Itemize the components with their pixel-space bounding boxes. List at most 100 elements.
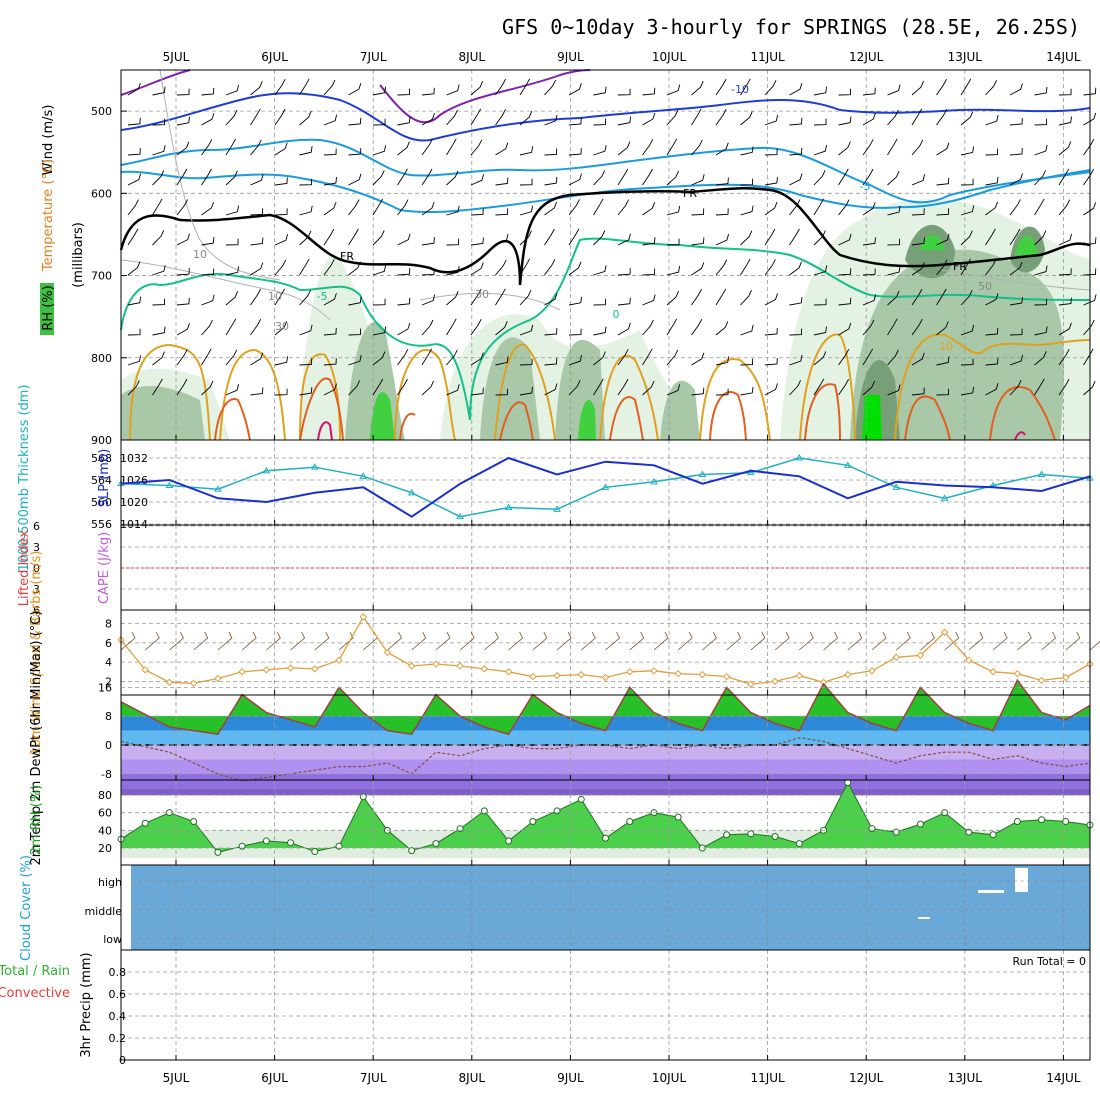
wind-barb — [985, 327, 999, 336]
wind-barb — [201, 113, 215, 126]
wind-barb — [666, 170, 680, 186]
wind-point — [262, 666, 271, 674]
wind-barb — [691, 387, 705, 396]
wind-barb — [201, 237, 215, 246]
wind-barb — [421, 168, 433, 186]
wind-barb — [960, 258, 971, 276]
wind-barb — [813, 230, 826, 246]
wind-barb — [960, 230, 973, 246]
wind-barb — [617, 268, 631, 276]
wind-barb — [911, 387, 925, 396]
rh-point — [432, 840, 440, 848]
wind-barb — [862, 87, 876, 96]
wind-barb — [740, 205, 754, 216]
wind-barb — [887, 238, 901, 246]
wind-barb — [985, 176, 999, 186]
wind-barb — [397, 199, 409, 216]
wind-barb — [201, 268, 215, 276]
wind-barb — [495, 108, 507, 126]
wind-barb — [936, 78, 947, 96]
rh2m-panel: 20 40 60 80 — [98, 779, 1094, 866]
wind-barb — [127, 328, 141, 336]
wind-barb — [593, 145, 607, 156]
wind-barb — [740, 230, 753, 246]
slp-ylabel: SLP (mb) — [97, 449, 112, 508]
wind-barb — [936, 108, 948, 126]
contour-label: -5 — [860, 180, 871, 193]
contour-label: 10 — [193, 248, 207, 261]
wind-barb — [397, 168, 408, 186]
wind-barb — [421, 87, 435, 96]
wind-barb — [127, 82, 141, 96]
wind-barb — [348, 355, 362, 366]
wind-barb — [764, 176, 778, 186]
rh-point — [602, 834, 609, 842]
wind-barb — [691, 108, 702, 126]
rh-point — [408, 847, 416, 855]
temp-tick-label: -8 — [101, 768, 112, 781]
wind-barb — [201, 319, 213, 336]
wind-barb — [519, 230, 532, 246]
rh-point — [311, 848, 319, 856]
upper-ylabel-temp: Temperature (°C) — [41, 159, 56, 272]
wind-barb — [152, 230, 165, 246]
wind-barb — [764, 80, 777, 96]
wind-barb — [666, 384, 681, 396]
wind-barb — [936, 356, 950, 366]
wind-barb — [568, 296, 582, 306]
wind-barb — [593, 351, 606, 366]
wind-barb — [372, 298, 386, 306]
top-date-label: 12JUL — [849, 50, 884, 64]
cloud-cover-panel: high middle low — [84, 864, 1091, 951]
wind-barb — [789, 147, 803, 156]
wind-barb — [813, 145, 828, 156]
wind-barb — [274, 108, 286, 126]
wind-barb — [1058, 168, 1070, 186]
wind-barb — [421, 112, 435, 126]
wind-point — [650, 667, 658, 675]
wind10m-ylabel: 10m Wind Speed & Barbs (m/s) — [29, 551, 44, 756]
wind-barb — [274, 356, 289, 366]
rh-point — [577, 795, 585, 803]
wind-barb — [323, 79, 336, 96]
wind-barb — [568, 148, 582, 156]
wind-barb — [176, 116, 190, 126]
cape-ylabel: CAPE (J/kg) — [97, 532, 112, 604]
wind-barb — [144, 631, 160, 651]
wind-barb — [617, 322, 631, 336]
rh-tick-label: 60 — [98, 807, 112, 820]
wind-barb — [653, 631, 669, 651]
wind-barb — [936, 177, 950, 186]
wind-point — [601, 673, 610, 682]
wind-point — [989, 668, 997, 676]
wind-barb — [960, 324, 975, 336]
wind-barb — [813, 198, 824, 216]
top-date-label: 13JUL — [948, 50, 983, 64]
wind-point — [189, 679, 198, 688]
wind-point — [553, 671, 561, 680]
wind-barb — [740, 178, 754, 186]
wind-barb — [1058, 297, 1072, 306]
wind-barb — [715, 259, 728, 276]
wind-point — [916, 651, 925, 660]
wind-barb — [642, 268, 656, 276]
wind-barb — [250, 352, 264, 366]
wind-barb — [299, 78, 310, 96]
wind-barb — [789, 328, 803, 336]
wind-barb — [1034, 86, 1048, 96]
rh2m-ylabel: 2m RH (%) — [29, 785, 44, 856]
wind-barb — [348, 173, 362, 186]
wind-barb — [1058, 322, 1072, 336]
wind-barb — [960, 358, 974, 366]
wind-barb — [691, 352, 705, 366]
precip-tick-label: 0.8 — [109, 966, 127, 979]
wind-barb — [446, 318, 457, 336]
wind-barb — [348, 296, 362, 306]
wind-point — [674, 669, 682, 678]
wind-barb — [568, 355, 583, 366]
wind-point — [456, 662, 464, 670]
wind-barb — [715, 388, 729, 396]
wind-barb — [372, 170, 385, 186]
wind-barb — [740, 324, 754, 336]
